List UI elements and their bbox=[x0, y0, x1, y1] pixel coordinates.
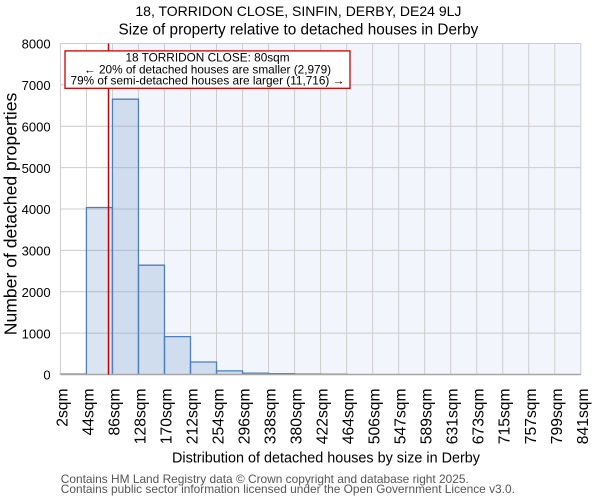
svg-text:Number of detached properties: Number of detached properties bbox=[1, 93, 21, 336]
svg-text:296sqm: 296sqm bbox=[237, 388, 254, 444]
svg-text:841sqm: 841sqm bbox=[575, 388, 592, 444]
svg-text:799sqm: 799sqm bbox=[549, 388, 566, 444]
svg-text:79% of semi-detached houses ar: 79% of semi-detached houses are larger (… bbox=[71, 74, 345, 88]
svg-text:128sqm: 128sqm bbox=[132, 388, 149, 444]
svg-text:18, TORRIDON CLOSE, SINFIN, DE: 18, TORRIDON CLOSE, SINFIN, DERBY, DE24 … bbox=[135, 3, 461, 19]
svg-text:757sqm: 757sqm bbox=[523, 388, 540, 444]
svg-text:Distribution of detached house: Distribution of detached houses by size … bbox=[172, 451, 481, 467]
svg-text:4000: 4000 bbox=[22, 202, 51, 217]
svg-text:673sqm: 673sqm bbox=[471, 388, 488, 444]
svg-text:170sqm: 170sqm bbox=[158, 388, 175, 444]
svg-text:3000: 3000 bbox=[22, 244, 51, 259]
svg-text:44sqm: 44sqm bbox=[80, 388, 97, 435]
svg-text:589sqm: 589sqm bbox=[419, 388, 436, 444]
svg-text:6000: 6000 bbox=[22, 119, 51, 134]
svg-text:8000: 8000 bbox=[22, 37, 51, 52]
svg-text:464sqm: 464sqm bbox=[341, 388, 358, 444]
svg-text:380sqm: 380sqm bbox=[289, 388, 306, 444]
svg-text:7000: 7000 bbox=[22, 78, 51, 93]
svg-text:← 20% of detached houses are s: ← 20% of detached houses are smaller (2,… bbox=[84, 63, 331, 77]
svg-text:547sqm: 547sqm bbox=[393, 388, 410, 444]
svg-text:254sqm: 254sqm bbox=[211, 388, 228, 444]
svg-text:86sqm: 86sqm bbox=[106, 388, 123, 435]
svg-text:715sqm: 715sqm bbox=[497, 388, 514, 444]
svg-text:1000: 1000 bbox=[22, 326, 51, 341]
svg-text:Contains public sector informa: Contains public sector information licen… bbox=[61, 482, 515, 496]
svg-text:0: 0 bbox=[43, 368, 50, 383]
svg-text:422sqm: 422sqm bbox=[315, 388, 332, 444]
svg-text:631sqm: 631sqm bbox=[445, 388, 462, 444]
svg-text:338sqm: 338sqm bbox=[263, 388, 280, 444]
svg-text:212sqm: 212sqm bbox=[185, 388, 202, 444]
svg-text:Size of property relative to d: Size of property relative to detached ho… bbox=[119, 21, 479, 38]
svg-text:506sqm: 506sqm bbox=[367, 388, 384, 444]
svg-text:18 TORRIDON CLOSE: 80sqm: 18 TORRIDON CLOSE: 80sqm bbox=[125, 51, 289, 65]
svg-text:5000: 5000 bbox=[22, 161, 51, 176]
svg-text:2000: 2000 bbox=[22, 285, 51, 300]
svg-text:Contains HM Land Registry data: Contains HM Land Registry data © Crown c… bbox=[61, 472, 469, 486]
svg-text:2sqm: 2sqm bbox=[54, 388, 71, 426]
